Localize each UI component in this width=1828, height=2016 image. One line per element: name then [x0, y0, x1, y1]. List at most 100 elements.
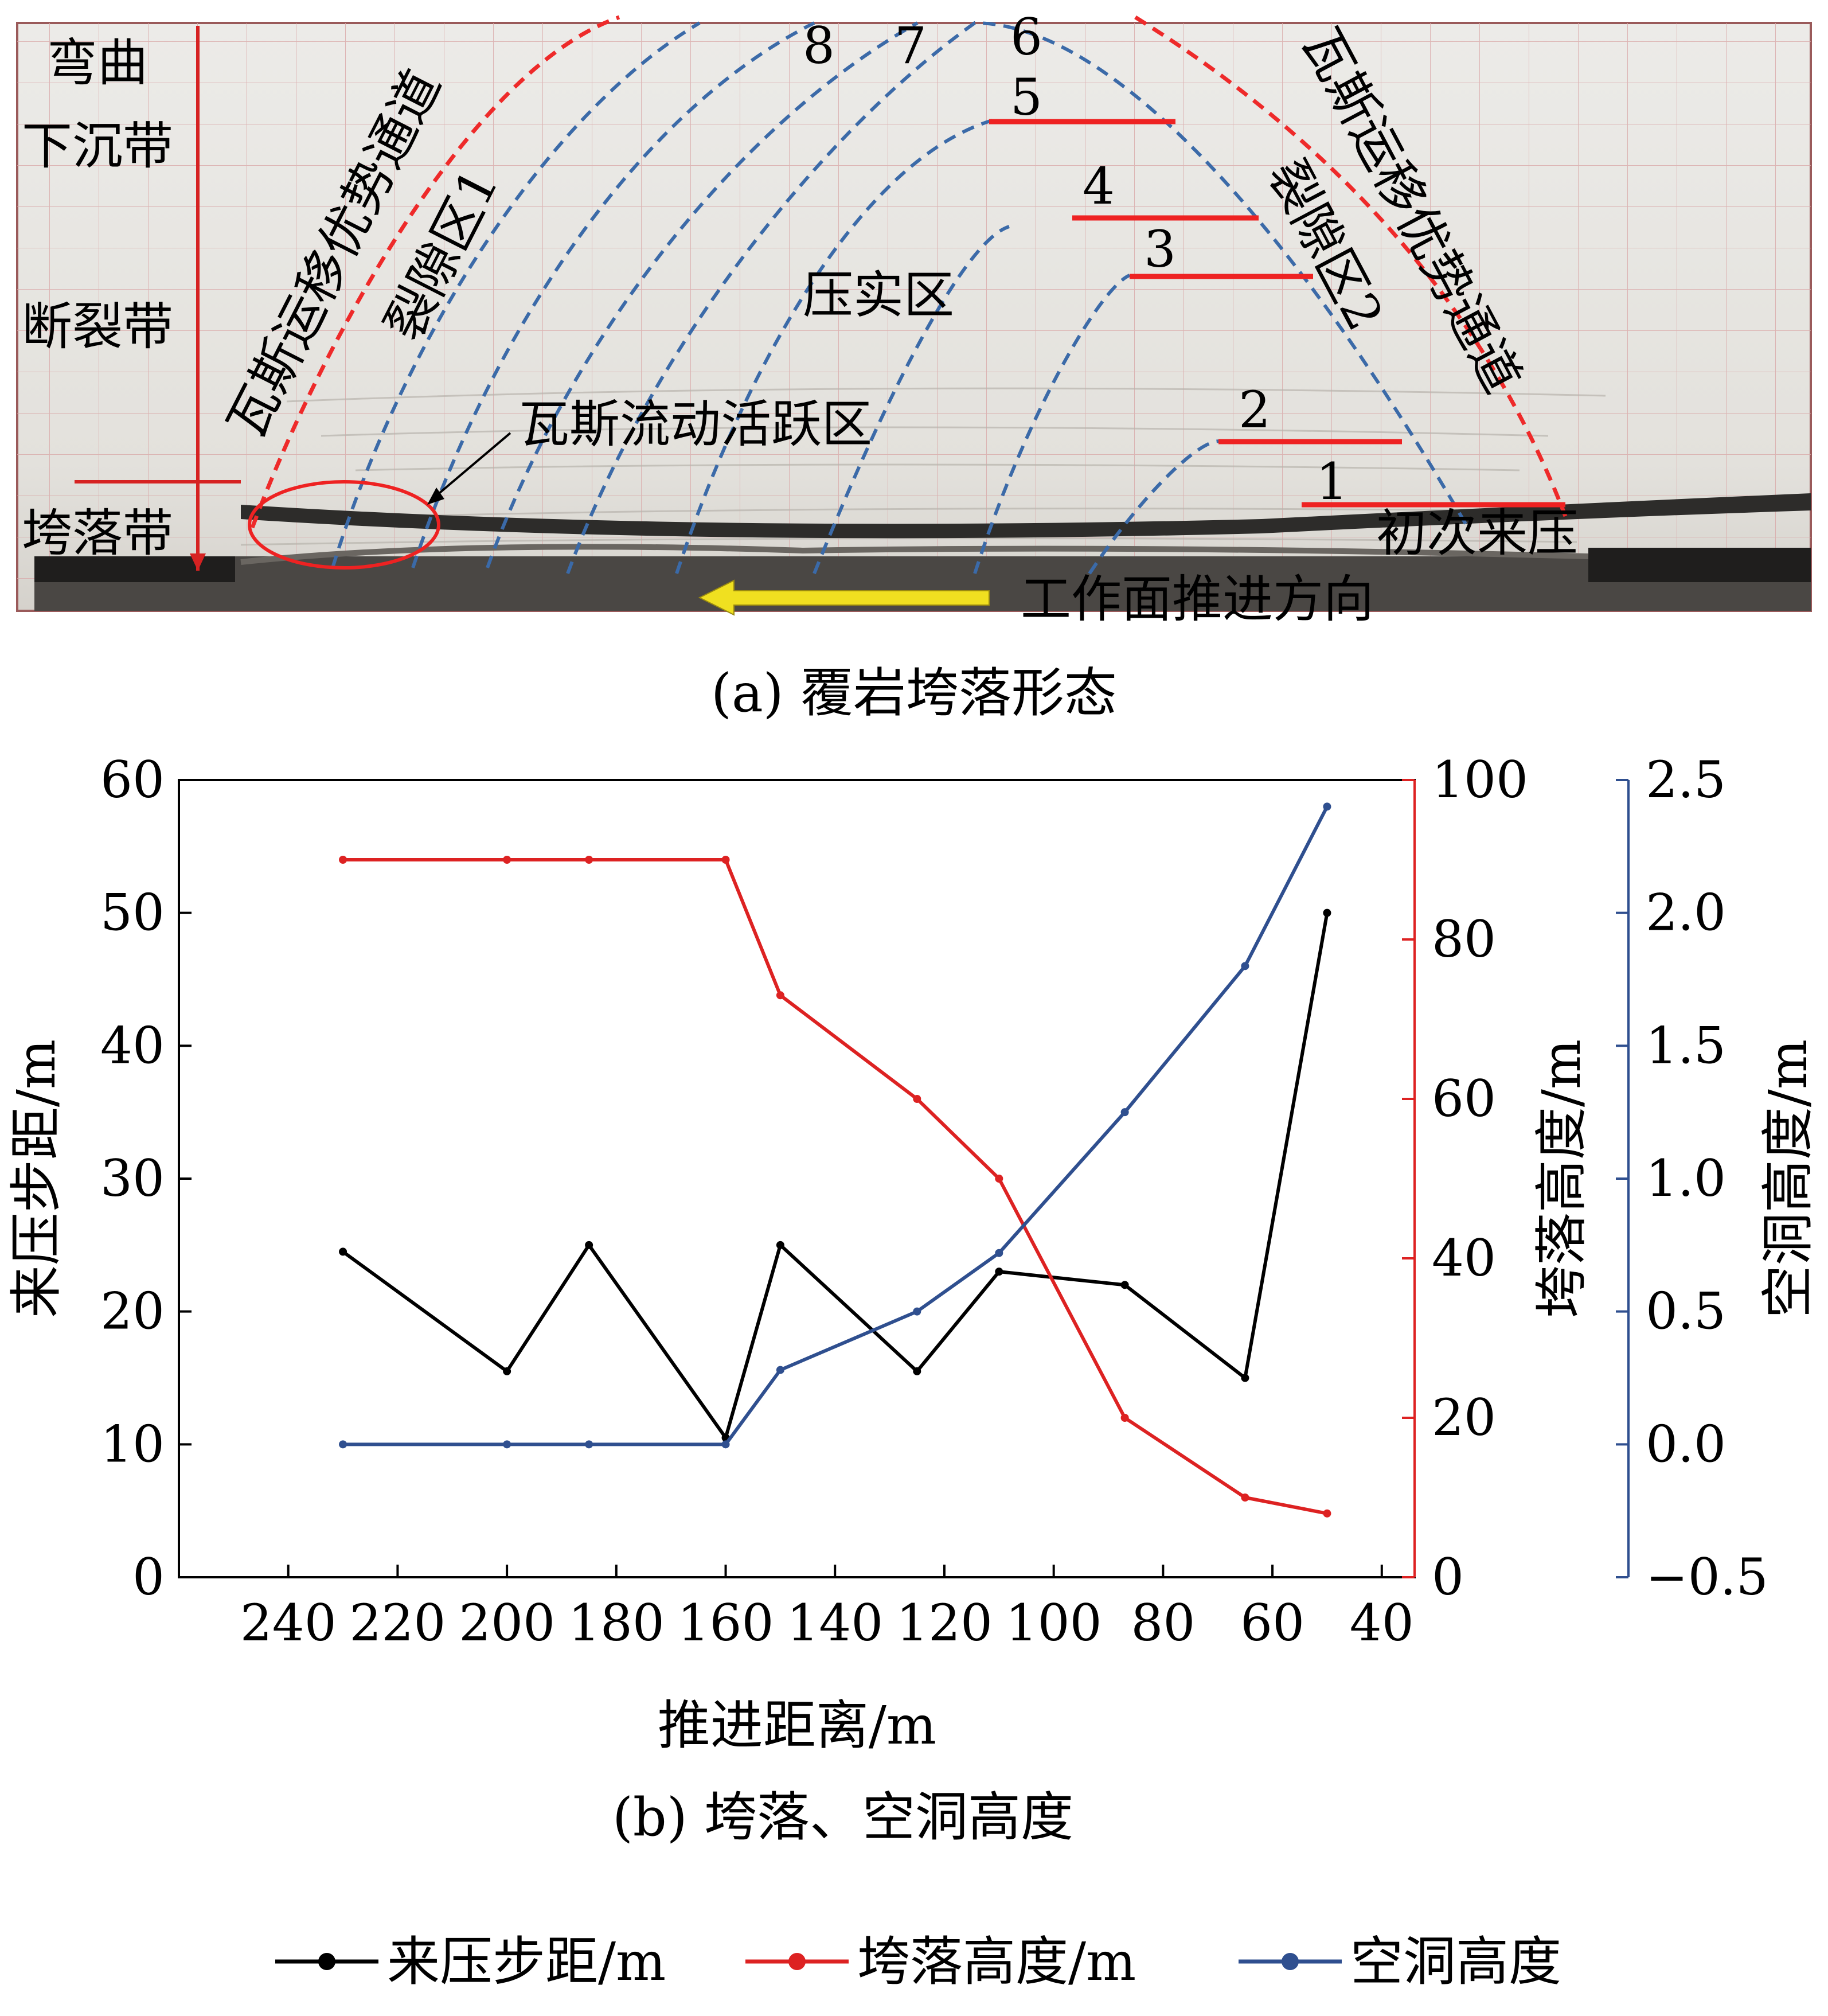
- x-tick-label: 240: [240, 1593, 337, 1652]
- zone-label-caving: 垮落带: [22, 504, 173, 563]
- gas-active-zone-label: 瓦斯流动活跃区: [519, 395, 872, 454]
- line-number-5: 5: [1010, 68, 1042, 127]
- data-point-0: [776, 1241, 784, 1249]
- data-point-0: [339, 1247, 347, 1256]
- zone-label-bending-1: 弯曲: [47, 33, 148, 92]
- overburden-photo: [16, 22, 1812, 612]
- data-point-1: [339, 856, 347, 864]
- legend-label-pressure-step: 来压步距/m: [387, 1931, 666, 1992]
- y-tick-label: 60: [100, 750, 165, 809]
- line-number-4: 4: [1083, 157, 1115, 216]
- y-tick-label: 2.0: [1646, 883, 1726, 942]
- legend-label-caving-height: 垮落高度/m: [857, 1931, 1136, 1992]
- x-tick-label: 40: [1350, 1593, 1414, 1652]
- line-number-6: 6: [1010, 7, 1042, 67]
- y-tick-label: 0.0: [1646, 1414, 1726, 1473]
- x-tick-label: 140: [787, 1593, 883, 1652]
- data-point-1: [913, 1095, 921, 1103]
- data-point-2: [1323, 802, 1331, 811]
- data-point-1: [1120, 1414, 1129, 1422]
- y-right-axis-title: 垮落高度/m: [1531, 1039, 1592, 1318]
- x-tick-label: 160: [678, 1593, 774, 1652]
- data-point-2: [1120, 1108, 1129, 1117]
- y-tick-label: 0.5: [1646, 1282, 1726, 1341]
- line-number-8: 8: [803, 16, 835, 75]
- y-tick-label: 30: [100, 1149, 165, 1208]
- y-tick-label: 0: [1432, 1547, 1464, 1606]
- data-point-1: [776, 991, 784, 1000]
- x-axis-title: 推进距离/m: [658, 1695, 936, 1756]
- red-channel-arch: [250, 15, 1568, 529]
- legend-item-caving-height: 垮落高度/m: [745, 1931, 1136, 1992]
- y-outer-axis-title: 空洞高度/m: [1757, 1039, 1819, 1318]
- y-tick-label: −0.5: [1646, 1547, 1768, 1606]
- x-tick-label: 200: [459, 1593, 555, 1652]
- line-number-1: 1: [1316, 452, 1348, 511]
- data-point-0: [1241, 1374, 1249, 1382]
- data-point-0: [995, 1268, 1003, 1276]
- data-point-0: [585, 1241, 593, 1249]
- data-point-2: [721, 1440, 730, 1449]
- x-tick-label: 80: [1131, 1593, 1195, 1652]
- series-line-2: [343, 805, 1329, 1446]
- y-tick-label: 20: [1432, 1388, 1496, 1447]
- gas-active-pointer: [427, 432, 511, 505]
- weighting-markers: [989, 119, 1565, 508]
- caved-rubble: [240, 544, 1589, 565]
- data-point-2: [503, 1440, 511, 1449]
- right-block: [1588, 548, 1811, 582]
- data-point-1: [503, 856, 511, 864]
- y-left-axis-title: 来压步距/m: [6, 1039, 67, 1318]
- series-line-0: [342, 913, 1329, 1440]
- y-tick-label: 50: [100, 883, 165, 942]
- data-point-2: [776, 1366, 784, 1374]
- panel-b-caption: (b) 垮落、空洞高度: [612, 1787, 1073, 1848]
- coal-seam: [241, 493, 1811, 539]
- first-weighting-label: 初次来压: [1376, 504, 1578, 563]
- data-point-1: [721, 856, 730, 864]
- compaction-zone-label: 压实区: [803, 266, 954, 325]
- y-tick-label: 20: [100, 1282, 165, 1341]
- zone-label-fracture: 断裂带: [22, 297, 173, 356]
- y-tick-label: 10: [100, 1414, 165, 1473]
- gas-active-ellipse: [248, 480, 440, 570]
- x-tick-label: 60: [1240, 1593, 1304, 1652]
- data-point-1: [995, 1175, 1003, 1183]
- data-point-2: [339, 1440, 347, 1449]
- chart-b: 240 220 200 180 160 140 120 100 80 60 40 0 10 20 30 40 5…: [6, 750, 1819, 1756]
- y-tick-label: 60: [1432, 1069, 1496, 1128]
- data-point-1: [1323, 1509, 1331, 1518]
- data-point-0: [1323, 908, 1331, 917]
- data-point-0: [1120, 1281, 1129, 1289]
- data-point-2: [1241, 962, 1249, 970]
- line-number-2: 2: [1239, 380, 1271, 439]
- x-tick-label: 180: [568, 1593, 665, 1652]
- legend-item-void-height: 空洞高度: [1239, 1931, 1561, 1992]
- advance-arrow: [698, 579, 990, 616]
- y-tick-label: 40: [100, 1016, 165, 1075]
- series-line-1: [343, 858, 1328, 1515]
- y-tick-label: 40: [1432, 1229, 1496, 1288]
- zone-label-bending-2: 下沉带: [22, 116, 173, 176]
- data-point-0: [503, 1367, 511, 1375]
- x-tick-label: 220: [349, 1593, 446, 1652]
- data-point-0: [913, 1367, 921, 1375]
- data-point-2: [995, 1249, 1003, 1257]
- line-number-7: 7: [895, 16, 927, 75]
- data-point-1: [1241, 1494, 1249, 1502]
- y-tick-label: 1.0: [1646, 1149, 1726, 1208]
- blue-fracture-lines: [331, 21, 1470, 575]
- zone-arrow: [75, 26, 241, 571]
- y-tick-label: 2.5: [1646, 750, 1726, 809]
- y-tick-label: 80: [1432, 910, 1496, 969]
- data-point-2: [585, 1440, 593, 1449]
- data-point-2: [913, 1307, 921, 1316]
- x-tick-label: 120: [896, 1593, 993, 1652]
- plot-frame: [178, 779, 1416, 1578]
- data-point-1: [585, 856, 593, 864]
- legend-item-pressure-step: 来压步距/m: [275, 1931, 666, 1992]
- x-tick-label: 100: [1006, 1593, 1102, 1652]
- line-number-3: 3: [1144, 220, 1176, 279]
- legend: 来压步距/m 垮落高度/m 空洞高度: [275, 1931, 1561, 1992]
- y-tick-label: 1.5: [1646, 1016, 1726, 1075]
